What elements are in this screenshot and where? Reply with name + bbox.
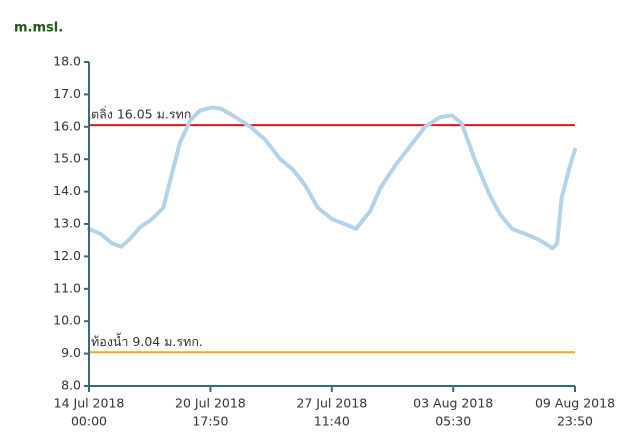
x-tick-label: 09 Aug 2018 xyxy=(535,396,615,411)
reference-label: ท้องน้ำ 9.04 ม.รทก. xyxy=(91,332,203,349)
y-tick-label: 10.0 xyxy=(53,313,81,328)
y-tick-label: 14.0 xyxy=(53,183,81,198)
y-tick-label: 11.0 xyxy=(53,280,81,295)
y-axis-label: m.msl. xyxy=(14,21,63,36)
y-tick-label: 18.0 xyxy=(53,54,81,69)
x-tick-label: 27 Jul 2018 xyxy=(296,396,367,411)
x-tick-label: 17:50 xyxy=(192,414,228,429)
y-tick-label: 12.0 xyxy=(53,248,81,263)
x-tick-label: 00:00 xyxy=(71,414,107,429)
x-tick-label: 20 Jul 2018 xyxy=(175,396,246,411)
y-tick-label: 17.0 xyxy=(53,86,81,101)
reference-label: ตลิ่ง 16.05 ม.รทก. xyxy=(91,106,195,122)
x-tick-label: 05:30 xyxy=(435,414,471,429)
data-line xyxy=(87,105,577,251)
x-tick-label: 23:50 xyxy=(557,414,593,429)
x-tick-label: 03 Aug 2018 xyxy=(413,396,493,411)
y-tick-label: 16.0 xyxy=(53,118,81,133)
y-tick-label: 13.0 xyxy=(53,216,81,231)
y-tick-label: 15.0 xyxy=(53,151,81,166)
y-tick-label: 8.0 xyxy=(61,378,81,393)
y-tick-label: 9.0 xyxy=(61,345,81,360)
x-tick-label: 14 Jul 2018 xyxy=(54,396,125,411)
x-tick-label: 11:40 xyxy=(314,414,350,429)
